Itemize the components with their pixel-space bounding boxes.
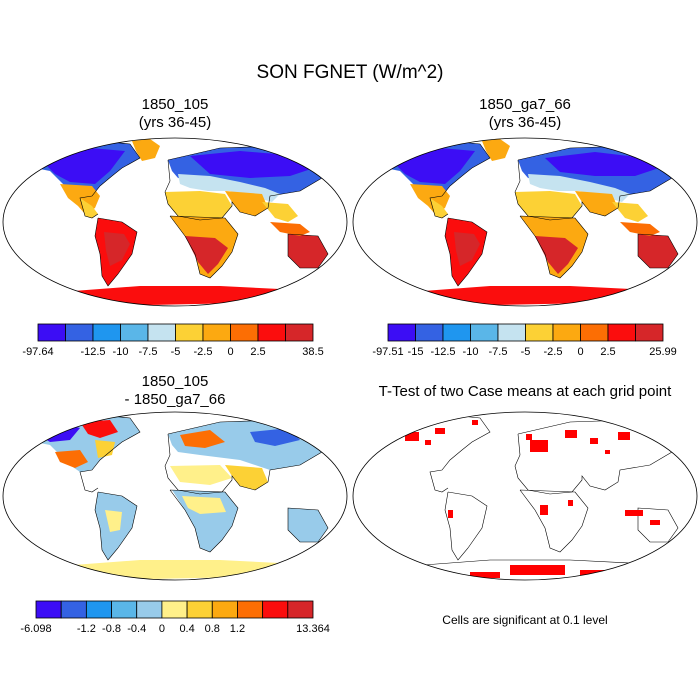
cb2-tick-label: -97.51 (372, 346, 403, 358)
cb3-swatch (35, 600, 62, 619)
panel-2-title-line2: (yrs 36-45) (488, 114, 562, 131)
figure-title: SON FGNET (W/m^2) (256, 62, 444, 83)
cb3-tick-label: 13.364 (296, 623, 330, 635)
map-border-p1 (2, 137, 348, 307)
significance-note: Cells are significant at 0.1 level (442, 613, 608, 627)
cb1-tick-label: -7.5 (139, 346, 158, 358)
cb3-swatch (262, 600, 289, 619)
cb3-tick-label: -0.8 (102, 623, 121, 635)
cb2-tick-label: 2.5 (600, 346, 615, 358)
cb1-tick-label: -10 (113, 346, 129, 358)
cb3-swatch (136, 600, 163, 619)
cb2-swatch (470, 323, 499, 342)
cb1-swatch (285, 323, 314, 342)
cb2-swatch (607, 323, 636, 342)
cb2-swatch (580, 323, 609, 342)
cb1-swatch (230, 323, 259, 342)
cb3-tick-label: 0.4 (179, 623, 194, 635)
cb3-tick-label: -1.2 (77, 623, 96, 635)
cb2-swatch (552, 323, 581, 342)
panel-3-title-line2: - 1850_ga7_66 (124, 391, 226, 408)
cb2-swatch (635, 323, 664, 342)
colorbar-panel-1: -97.64 -12.5 -10 -7.5 -5 -2.5 0 2.5 38.5 (22, 323, 324, 358)
cb3-swatch (85, 600, 112, 619)
cb2-tick-label: -2.5 (544, 346, 563, 358)
cb1-tick-label: -2.5 (194, 346, 213, 358)
cb2-swatch (442, 323, 471, 342)
cb2-tick-label: -5 (521, 346, 531, 358)
cb2-tick-label: 25.99 (649, 346, 677, 358)
cb1-swatch (120, 323, 149, 342)
panel-1-title-line1: 1850_105 (141, 96, 209, 113)
map-panel-3 (2, 411, 348, 581)
cb2-swatch (525, 323, 554, 342)
cb1-swatch (257, 323, 286, 342)
map-panel-1 (2, 137, 348, 307)
cb1-tick-label: -12.5 (80, 346, 105, 358)
cb1-swatch (92, 323, 121, 342)
colorbar-panel-2: -97.51 -15 -12.5 -10 -7.5 -5 -2.5 0 2.5 25.99 (372, 323, 677, 358)
panel-2-title-line1: 1850_ga7_66 (479, 96, 571, 113)
cb1-swatch (147, 323, 176, 342)
cb1-tick-label: -97.64 (22, 346, 53, 358)
cb3-swatch (237, 600, 264, 619)
cb1-tick-label: -5 (171, 346, 181, 358)
panel-4-title: T-Test of two Case means at each grid po… (378, 383, 672, 400)
cb2-swatch (387, 323, 416, 342)
cb3-swatch (60, 600, 87, 619)
cb3-tick-label: 0 (159, 623, 165, 635)
map-panel-4 (352, 411, 698, 581)
cb2-tick-label: -15 (408, 346, 424, 358)
cb2-tick-label: -7.5 (489, 346, 508, 358)
panel-3-title: 1850_105 - 1850_ga7_66 (90, 373, 260, 409)
cb1-tick-label: 0 (227, 346, 233, 358)
cb3-tick-label: -0.4 (127, 623, 146, 635)
cb1-tick-label: 2.5 (250, 346, 265, 358)
map-border-p2 (352, 137, 698, 307)
cb3-tick-label: -6.098 (20, 623, 51, 635)
cb2-tick-label: -10 (463, 346, 479, 358)
map-border-p4 (352, 411, 698, 581)
cb3-swatch (111, 600, 138, 619)
colorbar-panel-3: -6.098 -1.2 -0.8 -0.4 0 0.4 0.8 1.2 13.364 (20, 600, 330, 635)
cb3-swatch (211, 600, 238, 619)
map-panel-2 (352, 137, 698, 307)
cb1-tick-label: 38.5 (302, 346, 323, 358)
panel-3-title-line1: 1850_105 (141, 373, 209, 390)
cb2-tick-label: 0 (577, 346, 583, 358)
cb1-swatch (65, 323, 94, 342)
cb1-swatch (202, 323, 231, 342)
panel-2-title: 1850_ga7_66 (yrs 36-45) (440, 96, 610, 132)
map-border-p3 (2, 411, 348, 581)
cb3-swatch (161, 600, 188, 619)
cb3-tick-label: 0.8 (205, 623, 220, 635)
cb2-swatch (497, 323, 526, 342)
cb3-swatch (287, 600, 314, 619)
cb1-swatch (175, 323, 204, 342)
cb3-tick-label: 1.2 (230, 623, 245, 635)
cb1-swatch (37, 323, 66, 342)
panel-1-title: 1850_105 (yrs 36-45) (90, 96, 260, 132)
cb3-swatch (186, 600, 213, 619)
cb2-swatch (415, 323, 444, 342)
cb2-tick-label: -12.5 (430, 346, 455, 358)
panel-1-title-line2: (yrs 36-45) (138, 114, 212, 131)
